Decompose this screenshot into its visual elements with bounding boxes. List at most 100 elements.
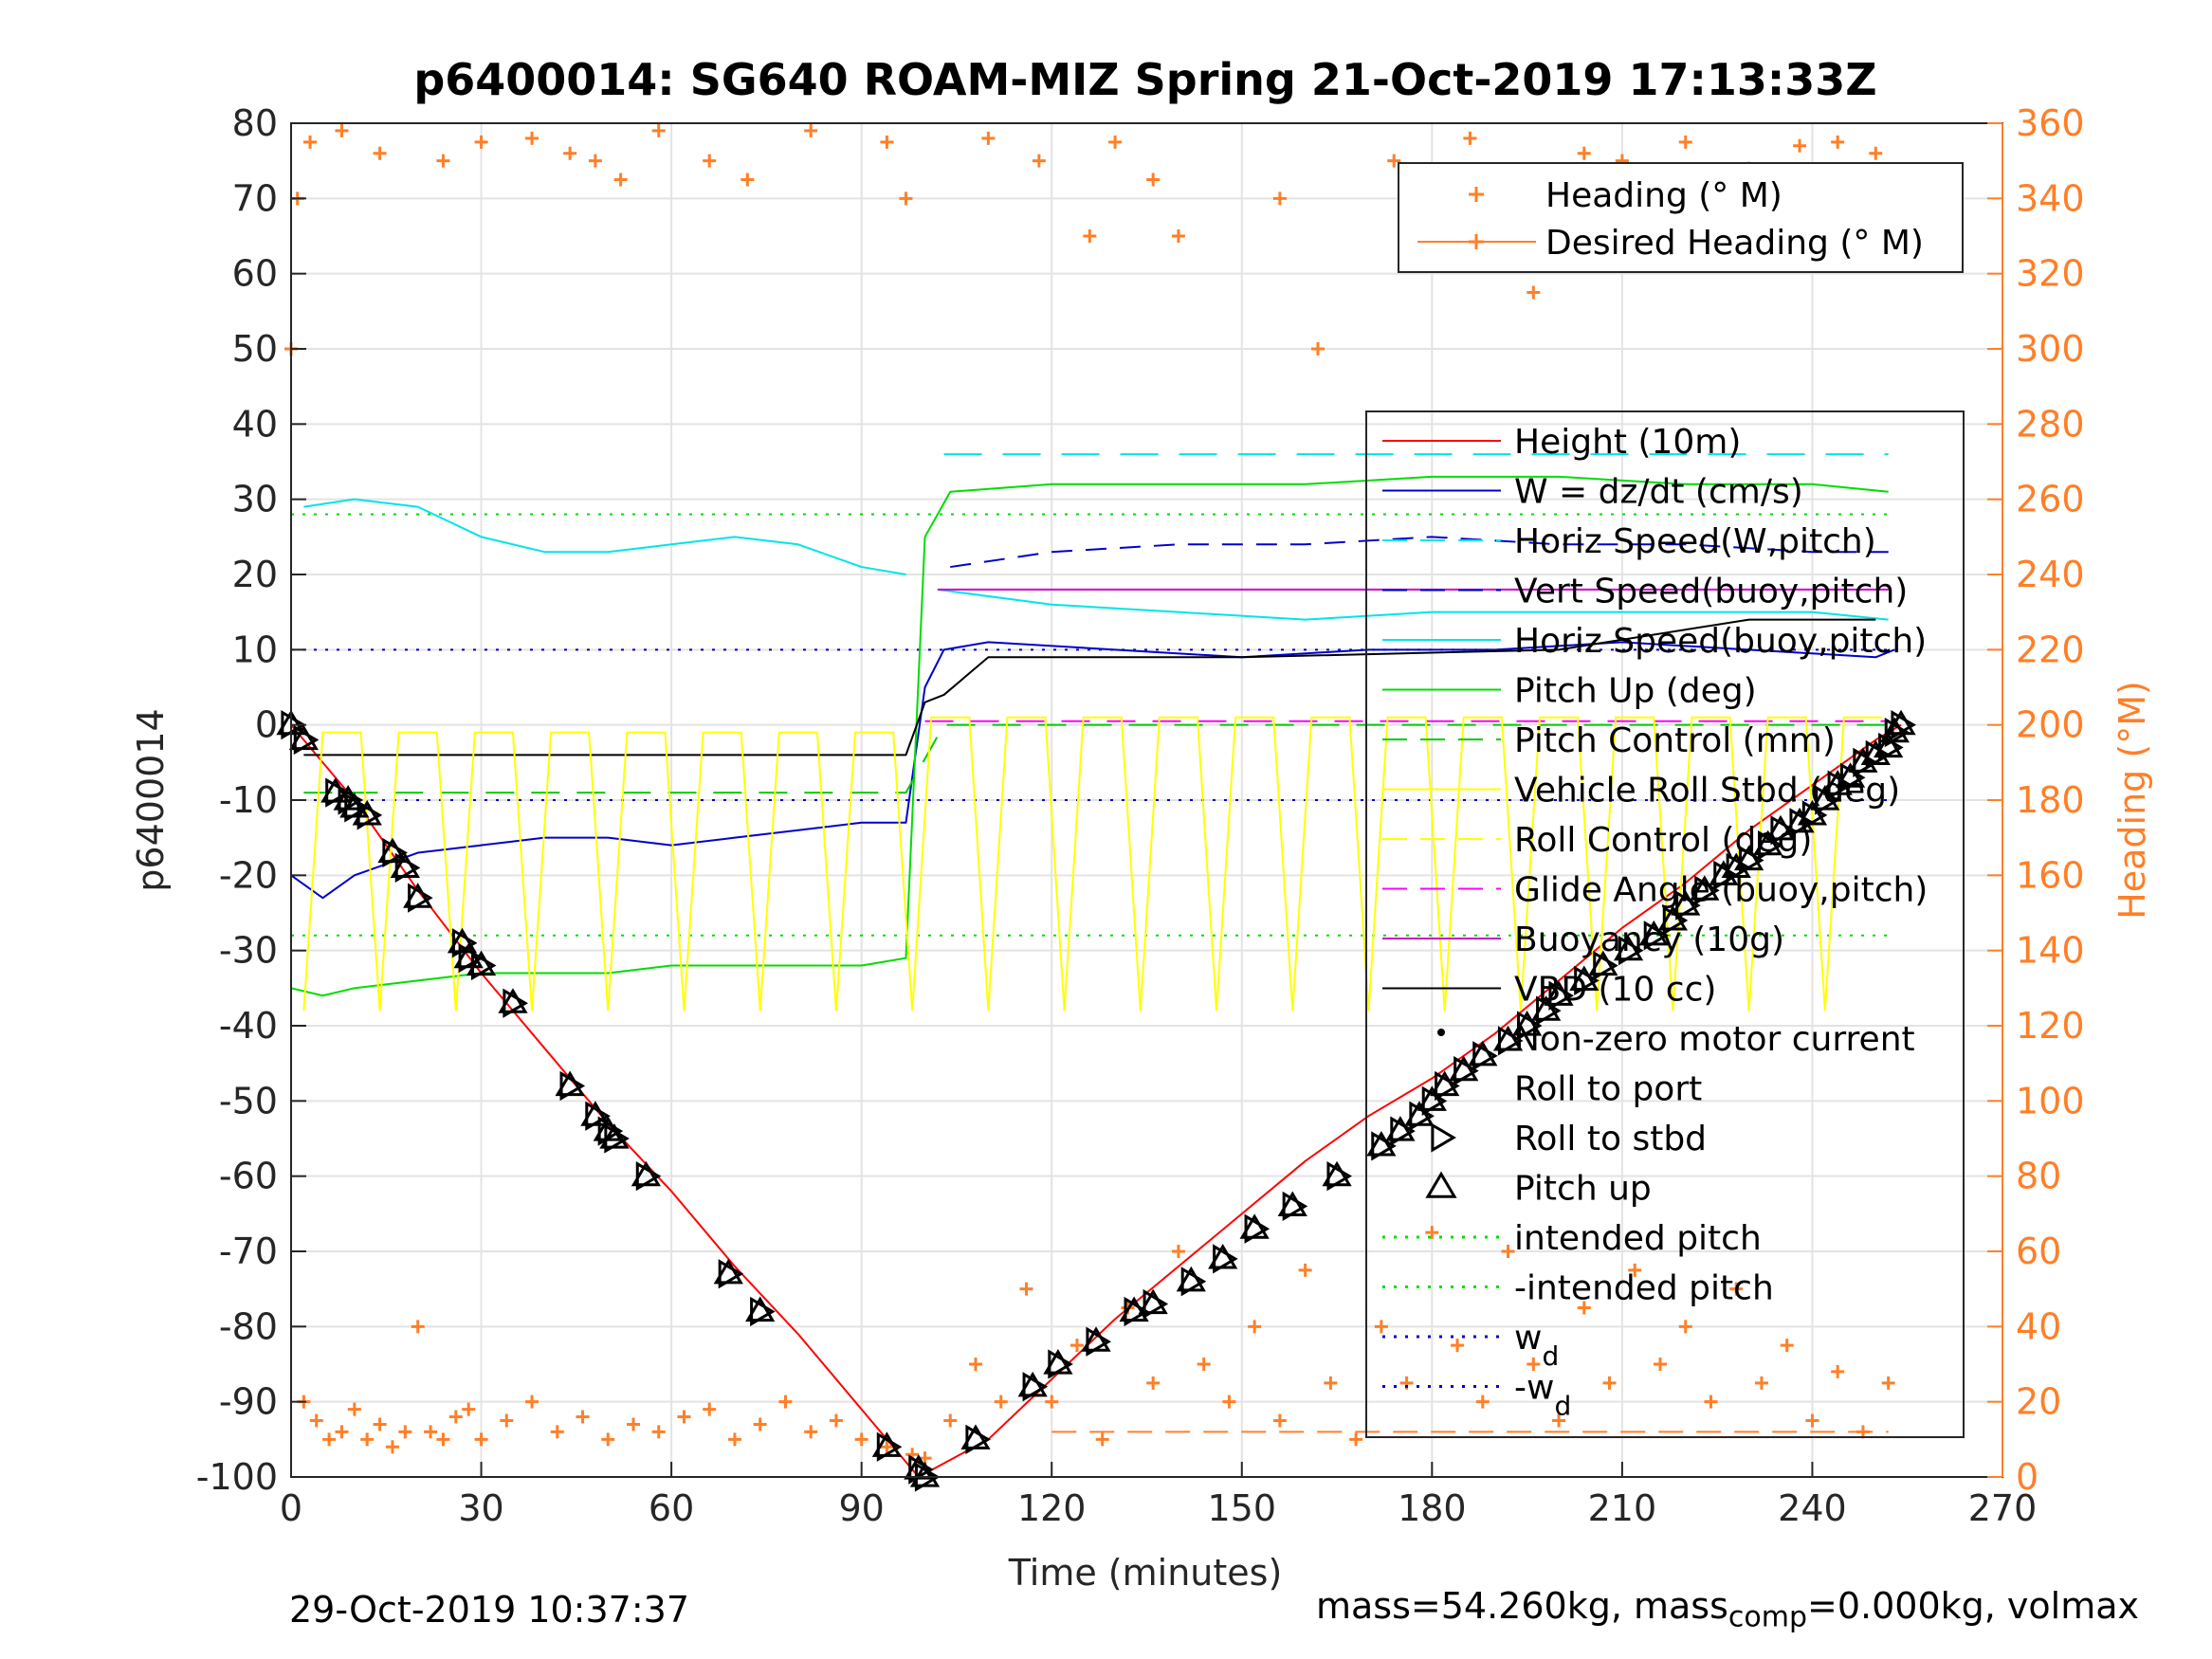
y-tick-label: 80 xyxy=(232,102,278,144)
marker-pitch-up xyxy=(1588,950,1618,976)
legend-main-label: Pitch up xyxy=(1514,1170,1652,1209)
y2-tick-label: 100 xyxy=(2016,1080,2085,1121)
footer-date: 29-Oct-2019 10:37:37 xyxy=(289,1589,689,1631)
heading-point xyxy=(1298,1263,1312,1277)
y-tick-label: -80 xyxy=(219,1305,278,1347)
legend-main-label-sub: d xyxy=(1554,1390,1571,1421)
legend-main-label: Horiz Speed(buoy,pitch) xyxy=(1514,622,1927,661)
marker-pitch-up xyxy=(1449,1055,1479,1082)
heading-point xyxy=(1654,1358,1667,1371)
marker-pitch-up xyxy=(339,792,370,818)
legend-main: Height (10m) W = dz/dt (cm/s) Horiz Speed(… xyxy=(1365,410,1965,1438)
marker-pitch-up xyxy=(1810,785,1840,811)
y-tick-label: 50 xyxy=(232,328,278,370)
heading-point xyxy=(322,1432,337,1447)
marker-pitch-up xyxy=(390,852,420,878)
heading-point xyxy=(1349,1432,1363,1447)
legend-top-plus-marker xyxy=(1469,187,1484,202)
heading-point xyxy=(1704,1395,1718,1409)
legend-top-plus-marker xyxy=(1469,234,1484,249)
marker-pitch-up xyxy=(1690,875,1720,901)
marker-pitch-up xyxy=(1638,920,1669,946)
y2-tick-label: 220 xyxy=(2016,629,2085,670)
heading-point-top xyxy=(1311,342,1325,356)
y-tick-label: -50 xyxy=(219,1080,278,1121)
marker-pitch-up xyxy=(466,950,497,976)
heading-point xyxy=(550,1425,564,1439)
heading-point xyxy=(424,1425,438,1439)
series-layer xyxy=(290,453,1902,1478)
heading-point xyxy=(500,1413,514,1428)
heading-point xyxy=(1425,1226,1439,1240)
marker-pitch-up xyxy=(960,1424,991,1449)
heading-point xyxy=(753,1417,767,1431)
heading-point-top xyxy=(880,135,894,149)
legend-main-label: Glide Angle (buoy,pitch) xyxy=(1514,871,1928,910)
heading-point xyxy=(1171,1245,1185,1258)
marker-pitch-up xyxy=(1671,890,1701,916)
heading-point-top xyxy=(373,146,387,160)
y-axis-label: p6400014 xyxy=(130,708,172,891)
marker-pitch-up xyxy=(871,1431,903,1457)
heading-point xyxy=(1069,1339,1084,1353)
heading-point xyxy=(804,1425,818,1439)
series-vert-speed-buoy-pitch xyxy=(950,536,1889,569)
heading-point-top xyxy=(588,154,602,168)
y2-tick-label: 160 xyxy=(2016,854,2085,896)
marker-pitch-up xyxy=(1879,717,1910,743)
heading-point xyxy=(994,1395,1008,1409)
marker-pitch-up xyxy=(1385,1116,1416,1141)
heading-point xyxy=(1475,1395,1490,1409)
heading-point xyxy=(1602,1376,1617,1390)
legend-main-label: Roll to stbd xyxy=(1514,1120,1707,1158)
y2-tick-label: 240 xyxy=(2016,554,2085,595)
y-tick-label: -20 xyxy=(219,854,278,896)
x-tick-label: 210 xyxy=(1588,1487,1657,1529)
y2-tick-label: 120 xyxy=(2016,1005,2085,1047)
reference-lines xyxy=(291,513,1889,937)
marker-pitch-up xyxy=(1430,1070,1460,1097)
marker-pitch-up xyxy=(1797,799,1828,826)
heading-point xyxy=(1780,1339,1794,1353)
legend-main-label: VBD (10 cc) xyxy=(1514,971,1716,1010)
legend-main-label: Height (10m) xyxy=(1514,423,1741,462)
heading-point xyxy=(969,1358,982,1371)
heading-point xyxy=(677,1410,691,1424)
series-horiz-speed-w-pitch xyxy=(303,498,906,575)
legend-main-box xyxy=(1365,410,1965,1438)
y-tick-label: 70 xyxy=(232,177,278,219)
heading-point-top xyxy=(1793,138,1807,153)
heading-point xyxy=(462,1402,476,1416)
heading-point xyxy=(854,1432,868,1447)
y-tick-label: -70 xyxy=(219,1231,278,1272)
y-axis-left: 80 70 60 50 40 30 20 10 0 -10 -20 -30 -40 -50 -60 -70 -8… xyxy=(196,102,306,1498)
marker-pitch-up xyxy=(713,1258,743,1285)
footer-mass-sub: comp xyxy=(1728,1600,1808,1634)
y-tick-label: 10 xyxy=(232,629,278,670)
heading-point xyxy=(829,1413,843,1428)
heading-point xyxy=(1222,1395,1236,1409)
marker-pitch-up xyxy=(631,1160,661,1187)
marker-pitch-up xyxy=(377,837,408,864)
marker-pitch-up xyxy=(599,1123,630,1149)
x-tick-label: 30 xyxy=(458,1487,503,1529)
y-tick-label: 20 xyxy=(232,554,278,595)
legend-main-label-sub: d xyxy=(1542,1340,1559,1372)
legend-main-label: Buoyancy (10g) xyxy=(1514,921,1784,959)
marker-pitch-up xyxy=(1404,1101,1435,1126)
legend-main-label: Horiz Speed(W,pitch) xyxy=(1514,522,1876,561)
y2-tick-label: 80 xyxy=(2016,1156,2061,1197)
heading-point-top xyxy=(1272,191,1287,206)
heading-point xyxy=(1729,1282,1744,1296)
heading-point-top xyxy=(303,135,318,149)
heading-point-top xyxy=(1678,135,1692,149)
y-axis-right: 3603403203002802602402202001801601401201… xyxy=(1987,102,2085,1498)
footer-mass: mass=54.260kg, masscomp=0.000kg, volmax xyxy=(1316,1585,2139,1634)
marker-pitch-up xyxy=(1848,747,1878,773)
heading-point xyxy=(1095,1432,1109,1447)
heading-point-top xyxy=(899,191,913,206)
marker-pitch-up xyxy=(352,799,382,826)
x-tick-label: 0 xyxy=(280,1487,302,1529)
series-vbd-10-cc xyxy=(303,618,1876,757)
